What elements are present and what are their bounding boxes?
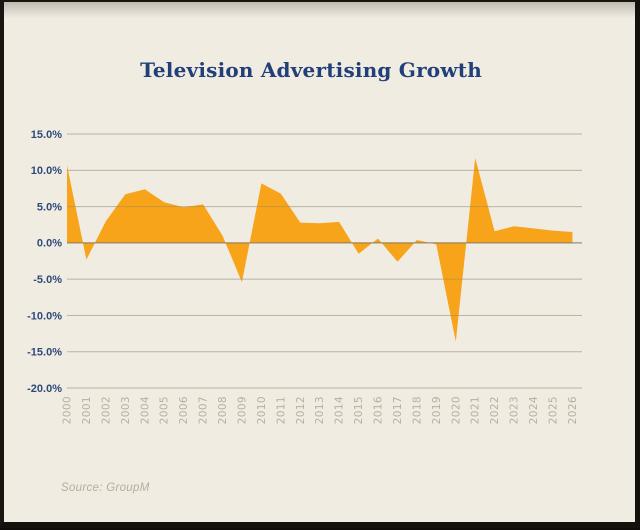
x-tick-label: 2026 [567,396,579,424]
x-tick-label: 2024 [528,396,540,424]
x-tick-label: 2019 [431,396,443,424]
x-tick-label: 2025 [547,396,559,424]
x-tick-label: 2017 [392,396,404,424]
growth-area-chart: 15.0% 10.0% 5.0% 0.0% -5.0% -10.0% -15.0% -20.0… [27,129,582,424]
x-tick-label: 2013 [314,396,326,424]
y-tick-label: -20.0% [27,383,62,395]
y-tick-label: 0.0% [37,238,62,250]
x-tick-label: 2018 [411,396,423,424]
x-tick-label: 2015 [353,396,365,424]
x-tick-label: 2014 [334,396,346,424]
x-tick-label: 2012 [295,396,307,424]
y-tick-label: -15.0% [27,347,62,359]
x-tick-label: 2007 [198,396,210,424]
y-tick-label: -10.0% [27,310,62,322]
x-tick-label: 2008 [217,396,229,424]
x-tick-label: 2002 [100,396,112,424]
y-tick-label: -5.0% [33,274,62,286]
y-tick-label: 10.0% [31,165,62,177]
x-tick-label: 2016 [373,396,385,424]
source-caption: Source: GroupM [61,482,150,494]
x-tick-label: 2011 [275,396,287,424]
x-tick-label: 2006 [178,396,190,424]
chart-title: Television Advertising Growth [140,58,482,82]
x-tick-label: 2022 [489,396,501,424]
x-tick-label: 2020 [450,396,462,424]
y-tick-label: 5.0% [37,201,62,213]
x-tick-label: 2023 [509,396,521,424]
x-tick-label: 2010 [256,396,268,424]
y-tick-label: 15.0% [31,129,62,141]
area-series [67,158,573,342]
x-tick-label: 2021 [470,396,482,424]
x-tick-label: 2004 [139,396,151,424]
x-tick-label: 2005 [159,396,171,424]
x-tick-label: 2009 [236,396,248,424]
x-tick-label: 2000 [62,396,74,424]
x-tick-label: 2001 [81,396,93,424]
x-tick-label: 2003 [120,396,132,424]
